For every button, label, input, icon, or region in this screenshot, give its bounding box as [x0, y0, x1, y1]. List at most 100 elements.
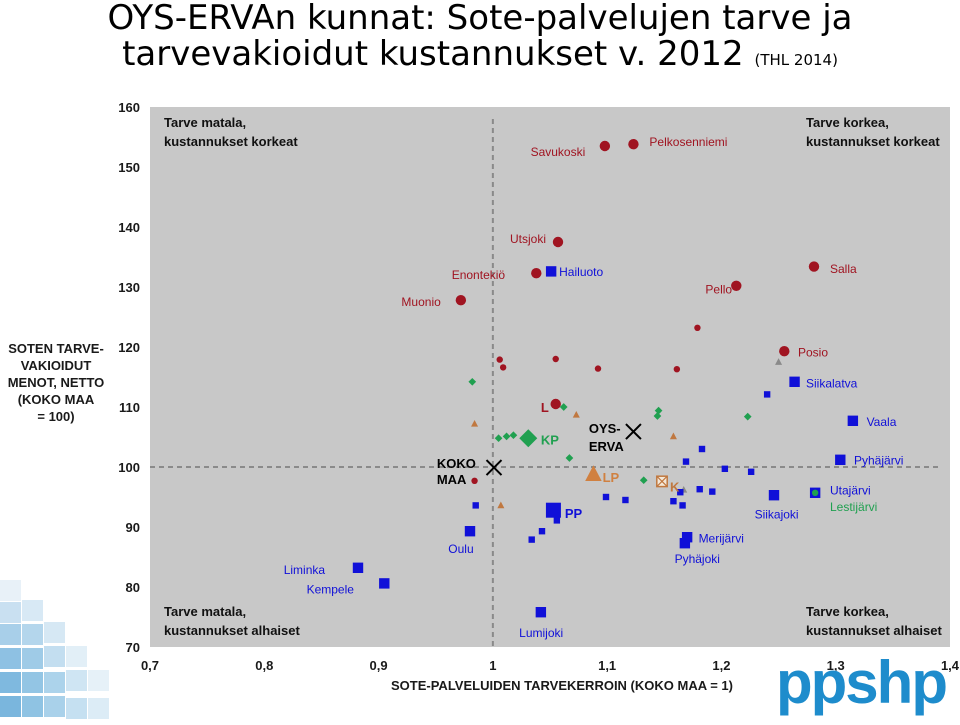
data-point [496, 356, 503, 363]
point-labels: Savukoski Pelkosenniemi Utsjoki Enontekiö Ha… [284, 135, 904, 640]
point-label: Pelkosenniemi [649, 135, 727, 149]
x-tick-label: 0,8 [255, 658, 273, 673]
data-point [682, 458, 690, 465]
quadrant-label-bottom-right: Tarve korkea, [806, 604, 889, 619]
decor-tile [44, 646, 65, 667]
data-point [572, 410, 580, 418]
plot-area [150, 107, 950, 647]
data-point [535, 607, 547, 618]
data-point [497, 501, 505, 509]
x-axis-label: SOTE-PALVELUIDEN TARVEKERROIN (KOKO MAA … [391, 678, 733, 693]
decor-tile [22, 696, 43, 717]
decor-tile [88, 698, 109, 719]
decor-tile [22, 600, 43, 621]
point-label: Utajärvi [830, 483, 871, 497]
data-point [502, 432, 511, 441]
data-point [538, 528, 546, 535]
data-point [694, 324, 701, 331]
data-point [599, 140, 611, 152]
x-tick-label: 0,7 [141, 658, 159, 673]
data-points [352, 139, 859, 618]
point-label: Enontekiö [452, 268, 506, 282]
data-point [681, 532, 693, 543]
ppshp-logo: ppshp [776, 649, 948, 716]
data-point [468, 377, 477, 386]
point-label: Siikajoki [755, 507, 799, 521]
decor-tile [22, 648, 43, 669]
point-label: Hailuoto [559, 265, 603, 279]
data-point [779, 346, 790, 357]
point-label: Merijärvi [699, 531, 744, 545]
data-point [509, 431, 518, 440]
title-line-2: tarvevakioidut kustannukset v. 2012 (THL… [0, 36, 960, 78]
decor-tile [0, 580, 21, 601]
data-point-cross [625, 423, 642, 440]
decor-tile [66, 670, 87, 691]
x-tick-label: 1 [489, 658, 496, 673]
data-point-box-cross [656, 475, 668, 488]
point-label: PP [565, 506, 583, 521]
title-source: (THL 2014) [754, 51, 838, 69]
y-tick-label: 80 [126, 580, 140, 595]
corner-decoration [0, 580, 109, 719]
decor-tile [44, 622, 65, 643]
data-point [594, 365, 602, 372]
data-point [464, 526, 476, 537]
data-point [811, 489, 819, 496]
data-point [545, 502, 561, 518]
data-point [494, 434, 503, 443]
data-point [472, 502, 479, 509]
point-label: Oulu [448, 542, 473, 556]
data-point [669, 432, 677, 440]
data-point [471, 477, 478, 484]
y-tick-label: 90 [126, 520, 140, 535]
quadrant-label-top-right: Tarve korkea, [806, 115, 889, 130]
quadrant-label-top-right: kustannukset korkeat [806, 134, 940, 149]
axis-ticks: 0,7 0,8 0,9 1 1,1 1,2 1,3 1,4 70 80 90 100 110 120 130… [118, 100, 960, 673]
data-point [763, 391, 771, 398]
decor-tile [0, 648, 21, 669]
data-point [775, 358, 783, 365]
title-line-2-text: tarvevakioidut kustannukset v. 2012 [122, 34, 744, 74]
point-label: Lumijoki [519, 626, 563, 640]
data-point [747, 468, 755, 475]
data-point [698, 445, 706, 453]
data-point [471, 419, 479, 427]
quadrant-label-bottom-right: kustannukset alhaiset [806, 623, 942, 638]
decor-tile [22, 672, 43, 693]
point-label: MAA [437, 472, 467, 487]
data-point [679, 502, 686, 509]
data-point [352, 562, 364, 573]
y-axis-label-line: VAKIOIDUT [20, 358, 92, 373]
point-label: Pyhäjoki [675, 552, 720, 566]
point-label: Pello [705, 282, 732, 296]
data-point [679, 538, 691, 549]
point-label: L [541, 400, 549, 415]
decor-tile [0, 602, 21, 623]
data-point [847, 415, 859, 426]
data-point [550, 398, 561, 410]
x-tick-label: 1,3 [827, 658, 845, 673]
decor-tile [88, 670, 109, 691]
data-point [670, 498, 677, 505]
y-tick-label: 140 [118, 220, 140, 235]
point-label: Kempele [307, 582, 355, 596]
quadrant-label-top-left: Tarve matala, [164, 115, 246, 130]
data-point [552, 236, 564, 248]
data-point [677, 489, 684, 496]
data-point [731, 280, 742, 291]
decor-tile [66, 646, 87, 667]
point-label: OYS- [589, 421, 621, 436]
data-point [696, 486, 703, 493]
y-axis-label-line: (KOKO MAA [17, 392, 95, 407]
decor-tile [0, 696, 21, 717]
point-label: KOKO [437, 456, 476, 471]
data-point [565, 454, 574, 462]
point-label: Vaala [867, 415, 897, 429]
data-point [622, 496, 629, 504]
quadrant-label-top-left: kustannukset korkeat [164, 134, 298, 149]
point-label: KP [541, 433, 559, 448]
point-label: Savukoski [531, 145, 586, 159]
y-tick-label: 100 [118, 460, 140, 475]
